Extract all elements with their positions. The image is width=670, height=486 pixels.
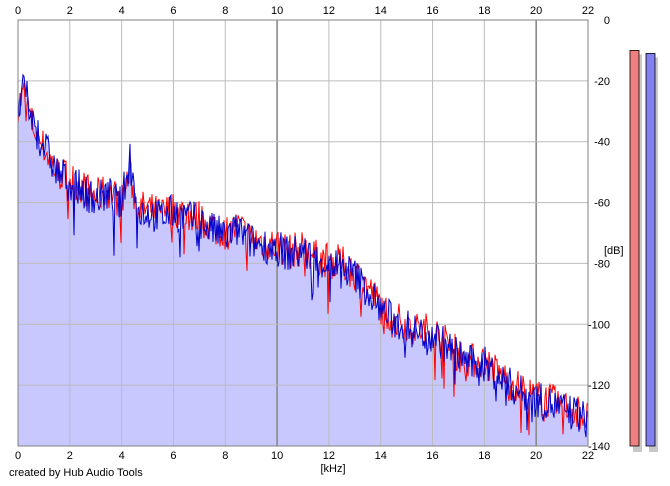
x-tick-label-top: 18 xyxy=(478,5,490,17)
x-tick-label-bottom: 2 xyxy=(67,450,73,462)
level-meter-bar xyxy=(645,53,656,447)
spectrum-fill-area xyxy=(18,75,588,446)
y-axis-label: [dB] xyxy=(604,245,624,257)
x-tick-label-top: 22 xyxy=(582,5,594,17)
y-tick-label: -20 xyxy=(594,76,610,88)
x-tick-label-top: 0 xyxy=(15,5,21,17)
y-tick-label: -120 xyxy=(588,380,610,392)
credit-text: created by Hub Audio Tools xyxy=(9,467,143,479)
x-tick-label-top: 8 xyxy=(222,5,228,17)
y-tick-label: -140 xyxy=(588,441,610,453)
x-tick-label-top: 16 xyxy=(426,5,438,17)
x-axis-label: [kHz] xyxy=(320,463,345,475)
plot-frame xyxy=(17,19,589,447)
series-line-red xyxy=(17,82,589,436)
y-tick-label: -100 xyxy=(588,319,610,331)
y-tick-label: 0 xyxy=(604,15,610,27)
y-tick-label: -60 xyxy=(594,198,610,210)
x-tick-label-bottom: 14 xyxy=(375,450,387,462)
x-tick-label-bottom: 12 xyxy=(323,450,335,462)
y-tick-label: -40 xyxy=(594,137,610,149)
x-tick-label-top: 4 xyxy=(119,5,125,17)
x-tick-label-bottom: 0 xyxy=(15,450,21,462)
x-tick-label-bottom: 22 xyxy=(582,450,594,462)
x-tick-label-top: 12 xyxy=(323,5,335,17)
x-tick-label-top: 20 xyxy=(530,5,542,17)
x-tick-label-top: 10 xyxy=(271,5,283,17)
level-meter-bar xyxy=(629,50,640,447)
series-line-blue xyxy=(17,73,589,438)
x-tick-label-top: 14 xyxy=(375,5,387,17)
x-tick-label-bottom: 16 xyxy=(426,450,438,462)
x-tick-label-bottom: 18 xyxy=(478,450,490,462)
y-tick-label: -80 xyxy=(594,258,610,270)
x-tick-label-bottom: 20 xyxy=(530,450,542,462)
x-tick-label-bottom: 4 xyxy=(119,450,125,462)
x-tick-label-top: 6 xyxy=(170,5,176,17)
x-tick-label-bottom: 6 xyxy=(170,450,176,462)
x-tick-label-bottom: 8 xyxy=(222,450,228,462)
x-tick-label-top: 2 xyxy=(67,5,73,17)
x-tick-label-bottom: 10 xyxy=(271,450,283,462)
